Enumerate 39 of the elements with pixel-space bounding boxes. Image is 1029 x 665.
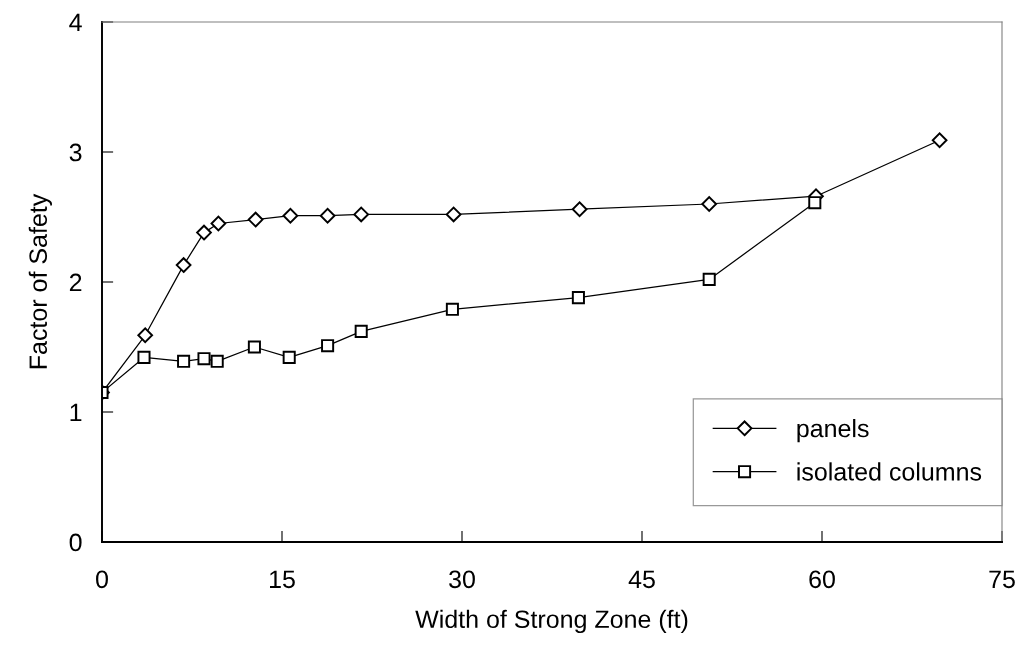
point: [354, 324, 368, 338]
legend-label: panels: [797, 418, 869, 443]
point: [808, 196, 822, 210]
x-axis-title: Width of Strong Zone (ft): [415, 609, 688, 634]
point: [210, 215, 227, 232]
point: [353, 206, 370, 223]
point: [571, 201, 588, 218]
point: [445, 302, 459, 316]
point: [445, 206, 462, 223]
point: [319, 207, 336, 224]
x-tick-label: 75: [989, 570, 1015, 589]
y-tick-label: 0: [69, 533, 82, 552]
y-tick-label: 1: [70, 403, 82, 422]
point: [197, 352, 211, 366]
point: [247, 211, 264, 228]
point: [931, 132, 948, 149]
point: [210, 354, 224, 368]
point: [701, 196, 718, 212]
x-tick-label: 45: [628, 570, 655, 589]
x-tick-label: 60: [809, 570, 835, 589]
point: [571, 291, 585, 305]
y-tick-label: 3: [69, 143, 82, 162]
point: [137, 350, 151, 364]
point: [702, 272, 716, 286]
x-tick-label: 30: [449, 570, 475, 589]
point: [321, 339, 335, 353]
y-tick-label: 2: [69, 273, 82, 292]
x-tick-label: 15: [270, 570, 295, 589]
y-tick-label: 4: [69, 13, 82, 32]
point: [247, 340, 261, 354]
point: [175, 257, 192, 273]
x-tick-label: 0: [96, 570, 108, 589]
point: [177, 354, 191, 368]
point: [137, 327, 154, 344]
point: [282, 207, 299, 224]
point: [282, 350, 296, 364]
y-axis-title: Factor of Safety: [28, 193, 52, 369]
point: [196, 224, 212, 241]
legend-label: isolated columns: [797, 462, 982, 481]
